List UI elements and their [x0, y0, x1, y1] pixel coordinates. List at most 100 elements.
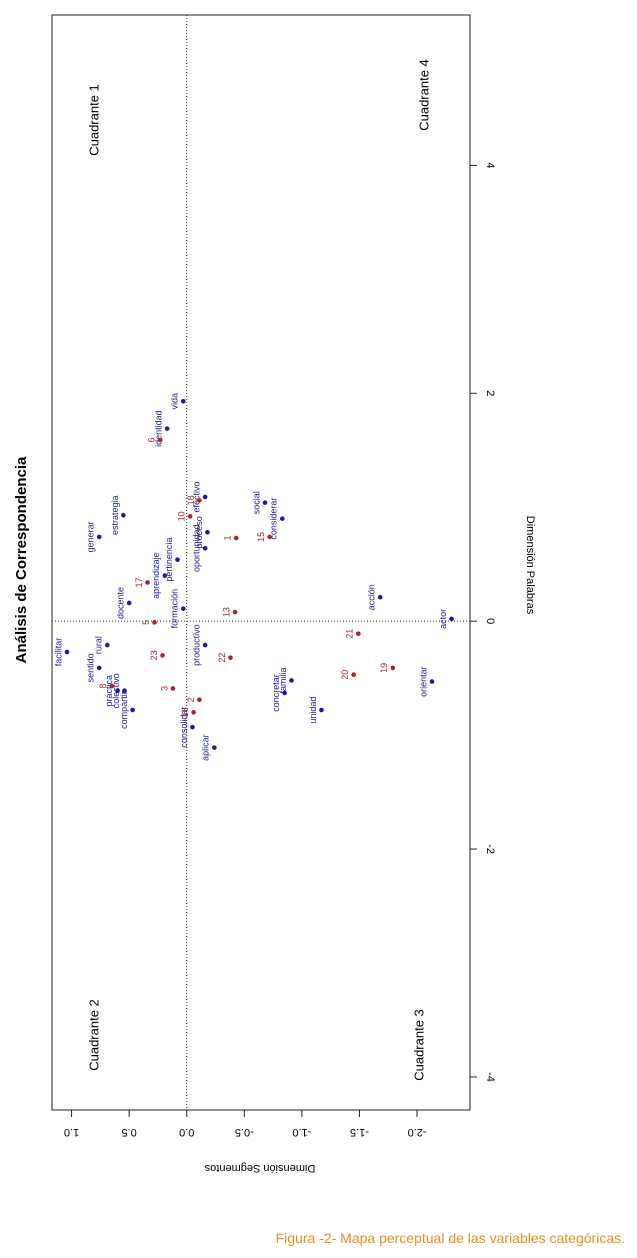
point: [429, 679, 435, 684]
y-tick-label: -1.5: [350, 1126, 369, 1138]
point: [202, 642, 208, 648]
y-tick-label: -1.0: [292, 1126, 311, 1138]
x-tick-label: 0: [484, 618, 496, 624]
point-label: 6: [147, 438, 157, 443]
point: [164, 426, 170, 431]
y-tick-label: -2.0: [408, 1126, 427, 1138]
point-label: orientar: [418, 666, 428, 697]
point-label: 21: [345, 629, 355, 639]
point: [197, 498, 202, 503]
point: [121, 512, 126, 518]
point-label: sentido: [86, 653, 96, 682]
point: [205, 530, 210, 535]
point-label: 10: [177, 511, 187, 521]
point: [289, 678, 294, 683]
point-label: familia: [278, 667, 288, 693]
point-label: 19: [379, 663, 389, 673]
point: [96, 534, 102, 540]
point-label: pertinencia: [164, 538, 174, 582]
point: [126, 600, 132, 606]
point-label: práctica: [104, 675, 114, 707]
quadrant-label: Cuadrante 2: [86, 999, 101, 1071]
point-label: 18: [186, 495, 196, 505]
point: [212, 745, 217, 750]
point-label: docente: [116, 587, 126, 619]
point: [280, 516, 285, 521]
point: [228, 655, 233, 660]
quadrant-label: Cuadrante 3: [411, 1009, 426, 1081]
point-label: productivo: [192, 624, 202, 666]
y-tick-label: 0.0: [179, 1126, 194, 1138]
point: [96, 665, 102, 671]
point-label: 1: [223, 535, 233, 540]
point: [233, 535, 239, 541]
point: [162, 573, 168, 578]
point: [180, 398, 186, 404]
point-label: 15: [256, 532, 266, 542]
chart-title: Análisis de Correspondencia: [13, 456, 30, 663]
point: [191, 710, 196, 715]
point: [282, 690, 287, 696]
point-label: concretar: [271, 674, 281, 712]
point-label: considerar: [269, 498, 279, 540]
point-label: aplicar: [201, 734, 211, 761]
point: [232, 609, 238, 615]
point-label: actor: [438, 609, 448, 629]
x-tick-label: 4: [484, 162, 496, 168]
point-label: 17: [134, 577, 144, 587]
point: [145, 580, 150, 585]
point: [170, 686, 176, 691]
point-label: 23: [149, 650, 159, 660]
point-label: facilitar: [53, 638, 63, 667]
point: [64, 649, 70, 655]
point-label: 2: [186, 697, 196, 702]
point: [187, 514, 193, 519]
point-label: colectivo: [111, 673, 121, 708]
point: [351, 672, 356, 678]
point-label: 22: [217, 653, 227, 663]
y-tick-label: -0.5: [235, 1126, 254, 1138]
point-label: compartir: [119, 691, 129, 729]
point: [109, 683, 115, 689]
point: [104, 642, 110, 648]
point: [356, 631, 361, 637]
point-label: 20: [340, 670, 350, 680]
point: [122, 688, 127, 693]
chart: Análisis de Correspondencia Dimensión Pa…: [13, 14, 536, 1174]
caption: Figura -2- Mapa perceptual de las variab…: [275, 1230, 625, 1246]
point-label: identidad: [154, 410, 164, 447]
point: [319, 707, 324, 713]
point-label: unidad: [308, 697, 318, 724]
point: [377, 594, 383, 600]
point-label: social: [251, 491, 261, 514]
point: [202, 494, 208, 500]
point-label: 13: [221, 607, 231, 617]
point: [157, 437, 163, 443]
point-label: 8: [98, 684, 108, 689]
point: [175, 557, 180, 562]
point-label: rural: [94, 636, 104, 654]
quadrant-label: Cuadrante 1: [86, 84, 101, 156]
point-label: 5: [141, 620, 151, 625]
point-label: aprendizaje: [151, 552, 161, 599]
point-label: oportunidad: [192, 524, 202, 572]
point: [390, 665, 396, 671]
point: [152, 620, 157, 625]
point: [160, 653, 165, 658]
point-label: proceso: [194, 516, 204, 548]
point-label: 16: [180, 707, 190, 717]
point: [197, 697, 202, 703]
point: [449, 616, 454, 622]
y-tick-label: 1.0: [64, 1126, 79, 1138]
point: [130, 707, 135, 713]
point-label: efectivo: [192, 481, 202, 512]
point-label: 3: [159, 686, 169, 691]
x-tick-label: -4: [484, 1072, 496, 1082]
point: [115, 688, 120, 693]
point-label: acción: [367, 584, 377, 610]
x-tick-label: -2: [484, 844, 496, 854]
x-axis-title: Dimensión Palabras: [524, 516, 536, 615]
x-tick-label: 2: [484, 390, 496, 396]
point: [202, 545, 208, 551]
